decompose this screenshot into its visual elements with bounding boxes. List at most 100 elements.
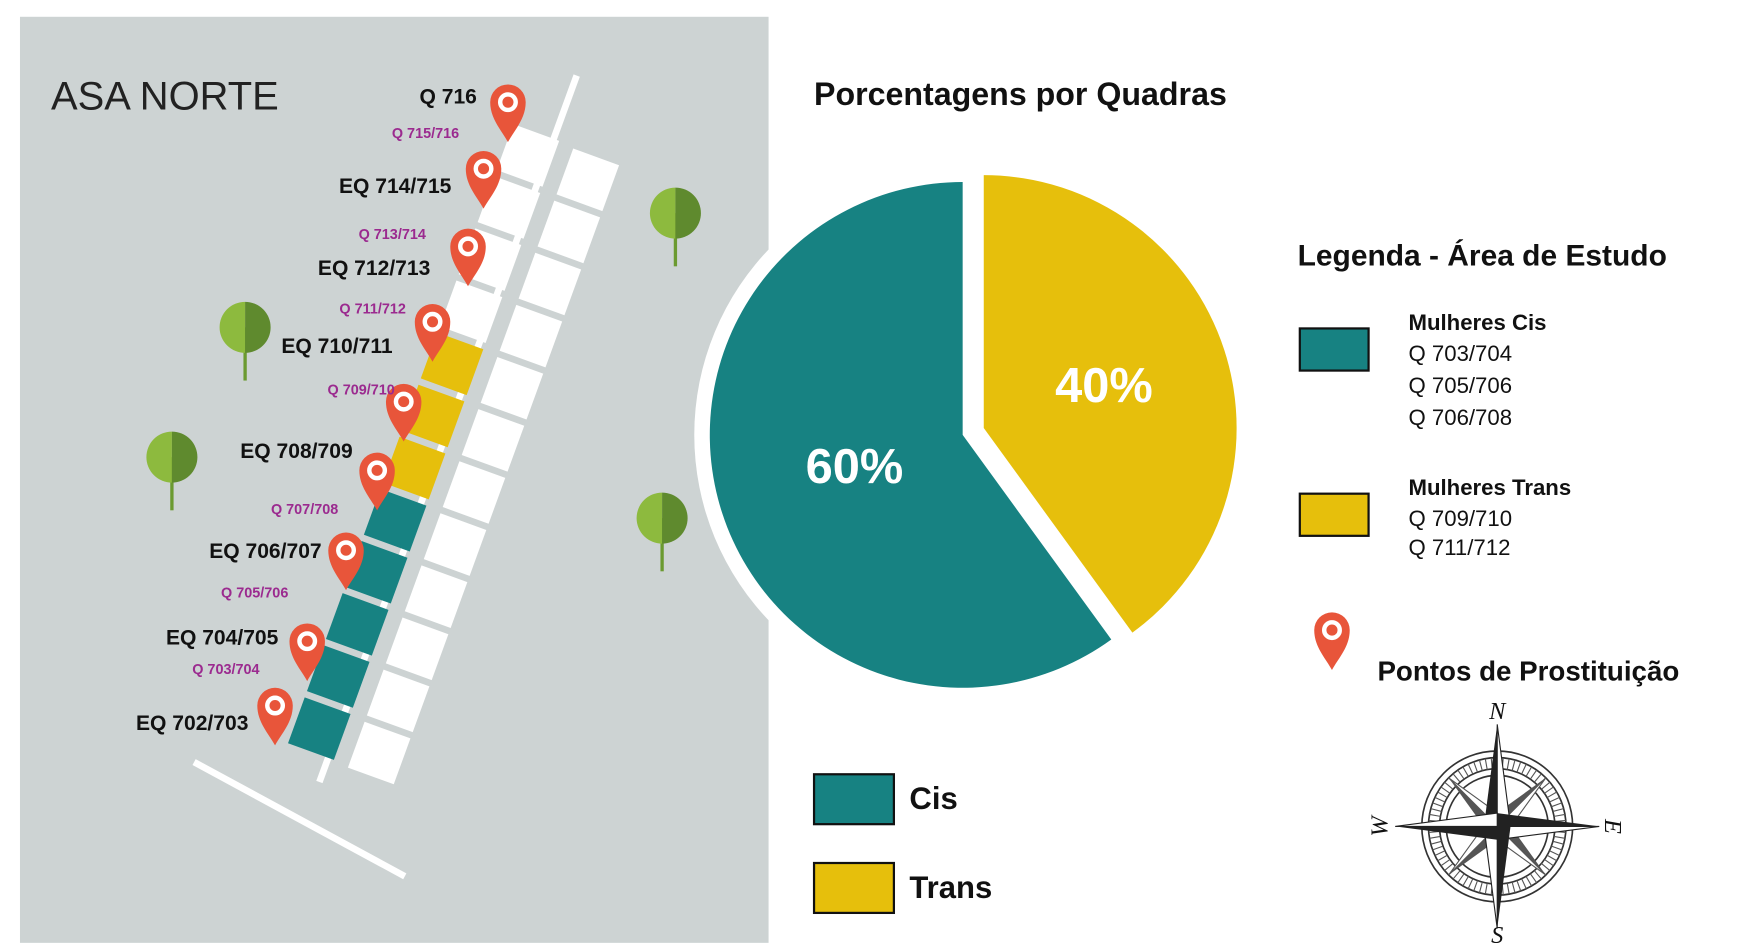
compass-tick <box>1533 773 1542 783</box>
compass-tick <box>1432 802 1444 808</box>
road <box>192 759 407 880</box>
compass-tick <box>1549 796 1560 803</box>
block <box>306 645 370 708</box>
pie-legend: Cis Trans <box>812 773 992 915</box>
pie: 40% 60% <box>709 175 1237 688</box>
pin-dot <box>367 460 388 481</box>
compass-tick <box>1434 850 1446 856</box>
compass-tick <box>1444 863 1454 872</box>
pins: Q 716 EQ 714/715 EQ 712/713 EQ 710/711 EQ 70… <box>136 84 526 746</box>
compass-tick <box>1549 850 1560 856</box>
legend-item: Q 703/704 <box>1409 341 1513 366</box>
legend-label: Cis <box>909 781 957 816</box>
legend-item: Q 709/710 <box>1409 506 1513 531</box>
compass-tick <box>1429 835 1441 839</box>
tree-crown <box>171 431 198 483</box>
block-label: EQ 706/707 <box>209 540 321 563</box>
compass-tick <box>1511 881 1516 893</box>
compass-tick <box>1440 859 1451 867</box>
block <box>404 565 468 628</box>
pin-dot <box>336 540 357 561</box>
legend-group: Mulheres Trans <box>1409 475 1572 500</box>
block-label: EQ 710/711 <box>281 335 393 358</box>
compass-e: E <box>1599 818 1626 834</box>
pie-slice <box>983 175 1237 633</box>
legend-swatch <box>1298 492 1370 537</box>
tree-crown <box>219 301 246 353</box>
block <box>556 148 620 212</box>
compass-tick <box>1444 781 1454 790</box>
compass-tick <box>1430 840 1442 845</box>
compass-point <box>1483 825 1498 929</box>
compass-tick <box>1478 759 1483 771</box>
tree-crown <box>649 187 676 239</box>
block-label: EQ 712/713 <box>318 257 430 280</box>
compass-tick <box>1437 791 1448 799</box>
compass-tick <box>1462 766 1469 777</box>
legend-swatch <box>812 773 896 826</box>
block <box>518 252 582 316</box>
slice-label: 40% <box>1055 359 1153 413</box>
compass-tick <box>1484 883 1488 895</box>
compass-tick <box>1434 796 1446 803</box>
block <box>385 617 449 681</box>
compass-tick <box>1484 758 1488 770</box>
block-sublabel: Q 715/716 <box>392 126 459 142</box>
pin-dot <box>265 695 286 716</box>
compass-tick <box>1553 835 1566 839</box>
compass-n: N <box>1488 698 1507 725</box>
slice-label: 60% <box>806 440 904 494</box>
block-sublabel: Q 703/704 <box>192 662 259 678</box>
compass-point <box>1483 724 1498 827</box>
block-label: EQ 714/715 <box>339 175 452 198</box>
block-sublabel: Q 711/712 <box>339 301 406 317</box>
compass-point <box>1497 826 1511 929</box>
legend: Mulheres Cis Q 703/704 Q 705/706 Q 706/708 M… <box>1298 310 1572 671</box>
pin-dot <box>297 631 318 652</box>
compass-s: S <box>1491 922 1503 943</box>
legend-item: Q 711/712 <box>1409 535 1511 560</box>
compass-tick <box>1541 781 1551 790</box>
legend-item: Q 706/708 <box>1409 405 1513 430</box>
pin-dot <box>393 391 414 412</box>
compass-tick <box>1506 883 1510 895</box>
compass-tick <box>1467 878 1474 889</box>
compass-tick <box>1544 859 1554 867</box>
pin-dot <box>497 92 518 113</box>
compass-tick <box>1525 766 1533 777</box>
block <box>423 513 487 576</box>
compass-point <box>1497 813 1600 827</box>
compass-tick <box>1521 763 1527 775</box>
block-label: Q 716 <box>420 85 477 108</box>
legend-title: Legenda - Área de Estudo <box>1298 238 1667 272</box>
trees <box>146 187 701 572</box>
compass-tick <box>1429 813 1441 817</box>
compass-tick <box>1546 854 1558 862</box>
pins-legend: Pontos de Prostituição <box>1377 656 1679 687</box>
blocks <box>288 124 620 785</box>
compass-point <box>1496 724 1512 827</box>
compass-tick <box>1473 761 1479 773</box>
compass-tick <box>1529 873 1538 884</box>
block <box>461 409 525 472</box>
legend-item: Q 705/706 <box>1409 373 1513 398</box>
compass-tick <box>1529 769 1538 780</box>
block <box>480 356 544 420</box>
block <box>325 593 389 656</box>
compass-tick <box>1546 791 1558 799</box>
compass-tick <box>1516 880 1522 892</box>
pin-dot <box>473 158 494 179</box>
compass-tick <box>1541 863 1551 872</box>
block <box>537 200 601 264</box>
compass-tick <box>1452 870 1461 880</box>
compass-tick <box>1478 881 1483 893</box>
compass-tick <box>1473 880 1479 892</box>
compass-tick <box>1553 813 1566 817</box>
compass-tick <box>1462 876 1469 887</box>
compass-point <box>1395 812 1498 827</box>
tree-crown <box>675 187 701 239</box>
compass-tick <box>1516 761 1522 773</box>
block <box>382 436 446 500</box>
compass-tick <box>1533 870 1542 880</box>
